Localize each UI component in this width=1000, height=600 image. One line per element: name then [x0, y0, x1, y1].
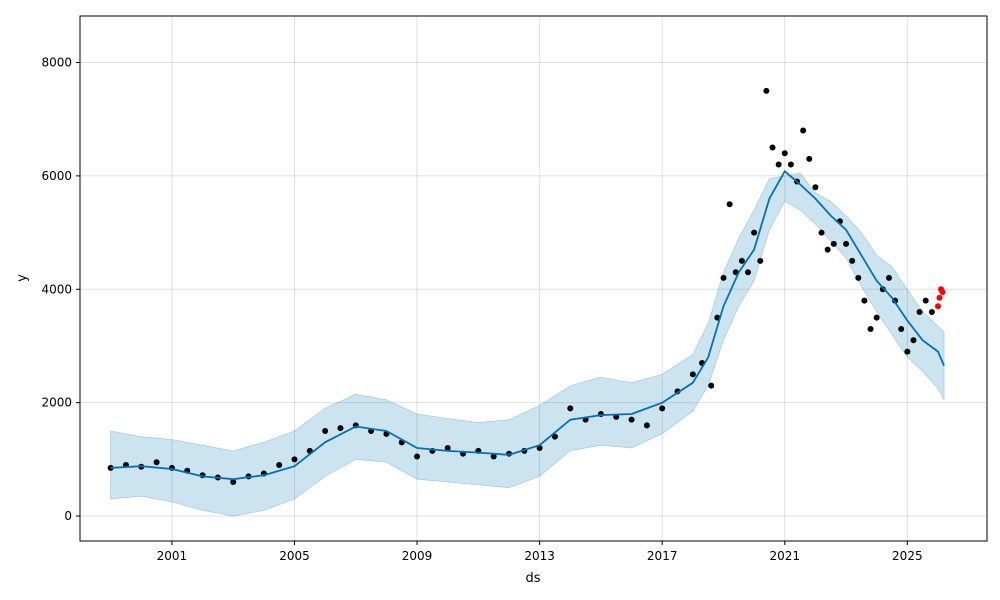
observed-point [861, 297, 868, 304]
observed-points [107, 87, 935, 486]
observed-point [763, 87, 770, 94]
observed-point [769, 144, 776, 151]
observed-point [843, 240, 850, 247]
observed-point [855, 274, 862, 281]
y-tick-label: 2000 [41, 396, 72, 410]
x-tick-label: 2005 [279, 549, 310, 563]
x-tick-label: 2021 [769, 549, 800, 563]
observed-point [337, 425, 344, 432]
observed-point [276, 462, 283, 469]
observed-point [910, 337, 917, 344]
observed-point [818, 229, 825, 236]
observed-point [689, 371, 696, 378]
observed-point [744, 269, 751, 276]
observed-point [230, 479, 237, 486]
observed-point [904, 348, 911, 355]
observed-point [916, 308, 923, 315]
observed-point [879, 286, 886, 293]
observed-point [898, 325, 905, 332]
observed-point [824, 246, 831, 253]
observed-point [867, 325, 874, 332]
observed-point [928, 308, 935, 315]
recent-point [936, 294, 943, 301]
x-tick-label: 2013 [524, 549, 555, 563]
observed-point [708, 382, 715, 389]
grid-lines [80, 16, 987, 541]
observed-point [720, 274, 727, 281]
observed-point [153, 459, 160, 466]
x-tick-label: 2025 [892, 549, 923, 563]
observed-point [922, 297, 929, 304]
uncertainty-band [110, 172, 945, 517]
observed-point [830, 240, 837, 247]
observed-point [738, 257, 745, 264]
observed-point [849, 257, 856, 264]
y-tick-label: 8000 [41, 55, 72, 69]
observed-point [873, 314, 880, 321]
observed-point [806, 155, 813, 162]
y-tick-label: 6000 [41, 169, 72, 183]
observed-point [757, 257, 764, 264]
observed-point [885, 274, 892, 281]
observed-point [751, 229, 758, 236]
y-tick-label: 4000 [41, 282, 72, 296]
forecast-line [110, 169, 945, 481]
x-tick-label: 2017 [647, 549, 678, 563]
recent-point [939, 289, 946, 296]
observed-point [775, 161, 782, 168]
x-axis-label: ds [525, 571, 540, 586]
y-axis-label: y [15, 274, 30, 282]
observed-point [291, 456, 298, 463]
observed-point [628, 416, 635, 423]
x-tick-label: 2001 [157, 549, 188, 563]
x-tick-label: 2009 [402, 549, 433, 563]
observed-point [800, 127, 807, 134]
observed-point [414, 453, 421, 460]
observed-point [322, 428, 329, 435]
x-axis-ticks: 2001 2005 2009 2013 2017 2021 2025 [157, 541, 923, 563]
observed-point [726, 201, 733, 208]
recent-point [934, 303, 941, 310]
observed-point [567, 405, 574, 412]
observed-point [643, 422, 650, 429]
observed-point [551, 433, 558, 440]
observed-point [812, 184, 819, 191]
observed-point [444, 445, 451, 452]
plot-frame [79, 15, 988, 542]
observed-point [787, 161, 794, 168]
y-tick-label: 0 [64, 509, 72, 523]
observed-point [659, 405, 666, 412]
observed-point [781, 150, 788, 157]
recent-points [934, 286, 946, 310]
y-axis-ticks: 0 2000 4000 6000 8000 [41, 55, 80, 523]
observed-point [490, 453, 497, 460]
